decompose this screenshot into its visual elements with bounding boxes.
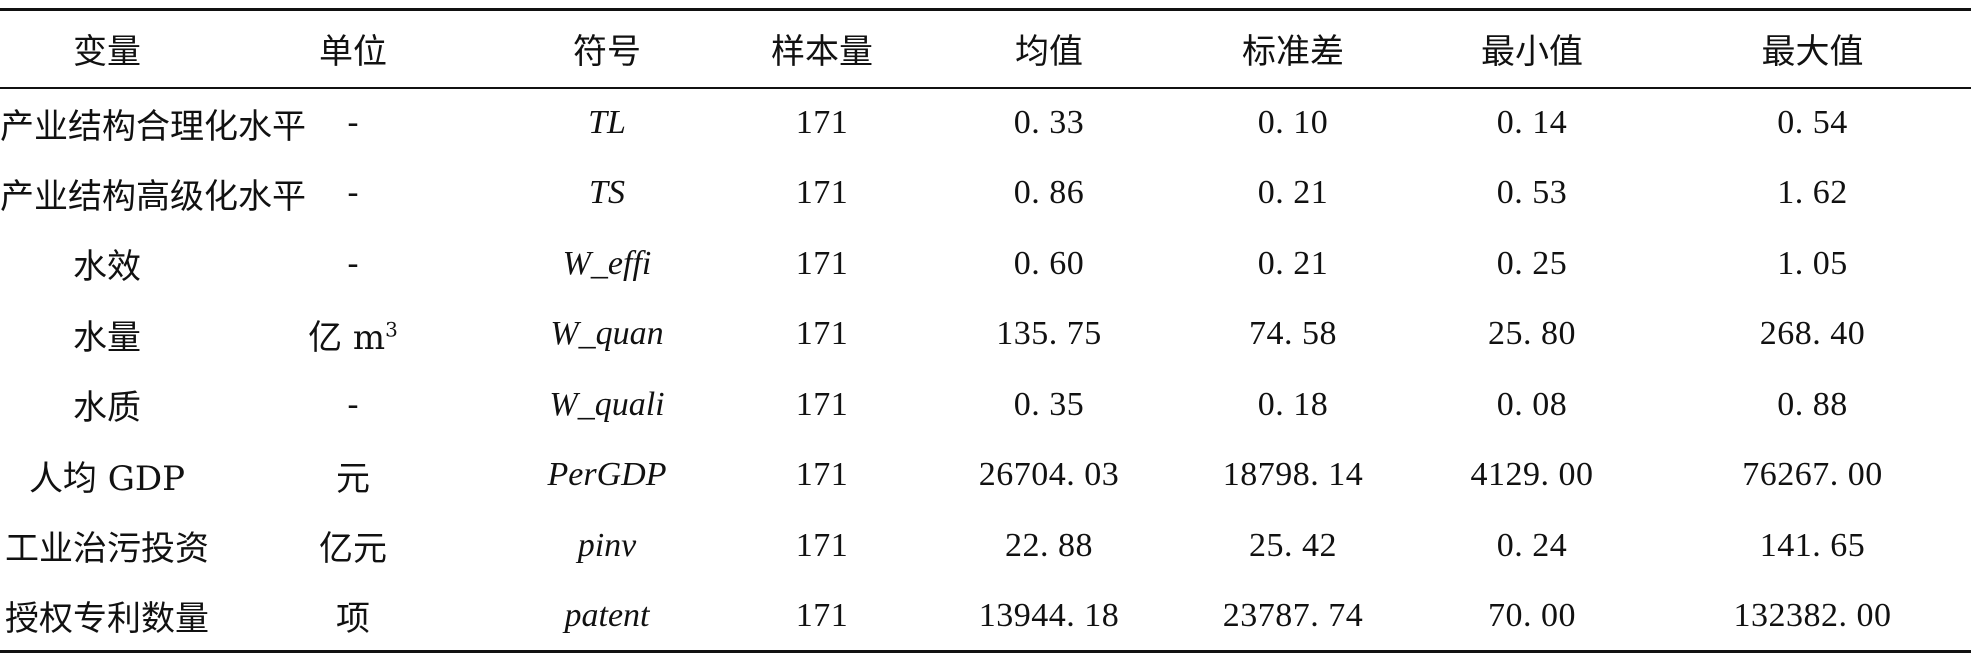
cell-std-dev: 0. 21: [1257, 174, 1329, 212]
unit-text: -: [347, 173, 359, 214]
table-row: 人均 GDP 元 PerGDP 171 26704. 03 18798. 14 …: [0, 440, 1971, 511]
cell-mean: 26704. 03: [978, 456, 1120, 494]
cell-min: 0. 24: [1496, 526, 1568, 564]
cell-mean: 13944. 18: [978, 596, 1120, 634]
cell-variable: 水量: [73, 317, 141, 358]
table-row: 产业结构高级化水平 - TS 171 0. 86 0. 21 0. 53 1. …: [0, 158, 1971, 229]
cell-max: 141. 65: [1759, 526, 1866, 564]
unit-text: 亿元: [319, 529, 387, 570]
cell-sample-size: 171: [795, 596, 849, 634]
cell-unit: 亿元: [214, 511, 492, 582]
statistics-table-container: 变量 单位 符号 样本量 均值 标准差 最小值 最大值 产业结构合理化水平 - …: [0, 8, 1971, 653]
cell-mean: 0. 33: [1013, 104, 1085, 142]
cell-max: 0. 88: [1777, 385, 1848, 423]
table-row: 产业结构合理化水平 - TL 171 0. 33 0. 10 0. 14 0. …: [0, 88, 1971, 159]
cell-min: 0. 25: [1496, 244, 1568, 282]
table-row: 工业治污投资 亿元 pinv 171 22. 88 25. 42 0. 24 1…: [0, 511, 1971, 582]
cell-unit: 亿 m3: [214, 299, 492, 370]
cell-max: 268. 40: [1759, 315, 1866, 353]
header-unit: 单位: [319, 32, 387, 73]
cell-max: 76267. 00: [1742, 456, 1883, 494]
table-row: 水量 亿 m3 W_quan 171 135. 75 74. 58 25. 80…: [0, 299, 1971, 370]
unit-text: 亿 m: [308, 317, 386, 358]
cell-max: 132382. 00: [1733, 596, 1892, 634]
table-header: 变量 单位 符号 样本量 均值 标准差 最小值 最大值: [0, 9, 1971, 88]
cell-std-dev: 74. 58: [1249, 315, 1337, 353]
unit-text: 项: [336, 599, 370, 639]
unit-text: -: [347, 243, 359, 284]
cell-min: 4129. 00: [1470, 456, 1594, 494]
cell-max: 1. 05: [1777, 244, 1848, 282]
cell-sample-size: 171: [795, 244, 849, 282]
cell-min: 0. 14: [1496, 104, 1568, 142]
cell-unit: 项: [214, 581, 492, 652]
header-std-dev: 标准差: [1242, 32, 1344, 73]
cell-sample-size: 171: [795, 456, 849, 494]
cell-symbol: W_quan: [550, 315, 664, 353]
table-row: 授权专利数量 项 patent 171 13944. 18 23787. 74 …: [0, 581, 1971, 652]
cell-min: 0. 53: [1496, 174, 1568, 212]
cell-unit: -: [214, 229, 492, 300]
cell-unit: -: [214, 88, 492, 159]
header-variable: 变量: [73, 32, 141, 73]
unit-text: -: [347, 103, 359, 144]
cell-variable: 工业治污投资: [5, 529, 209, 570]
cell-mean: 0. 60: [1013, 244, 1085, 282]
header-max: 最大值: [1761, 32, 1864, 73]
header-sample-size: 样本量: [771, 32, 873, 73]
cell-mean: 135. 75: [996, 315, 1102, 353]
cell-std-dev: 0. 18: [1257, 385, 1329, 423]
cell-sample-size: 171: [795, 174, 849, 212]
cell-min: 0. 08: [1496, 385, 1568, 423]
cell-unit: -: [214, 158, 492, 229]
cell-min: 25. 80: [1488, 315, 1576, 353]
cell-std-dev: 0. 10: [1257, 104, 1329, 142]
cell-variable: 人均 GDP: [28, 458, 186, 499]
header-symbol: 符号: [573, 32, 641, 73]
cell-std-dev: 18798. 14: [1222, 456, 1364, 494]
cell-mean: 0. 86: [1013, 174, 1085, 212]
cell-std-dev: 23787. 74: [1222, 596, 1364, 634]
cell-std-dev: 0. 21: [1257, 244, 1329, 282]
cell-std-dev: 25. 42: [1249, 526, 1337, 564]
cell-sample-size: 171: [795, 104, 849, 142]
header-row: 变量 单位 符号 样本量 均值 标准差 最小值 最大值: [0, 9, 1971, 88]
cell-max: 1. 62: [1777, 174, 1848, 212]
cell-mean: 22. 88: [1005, 526, 1093, 564]
table-row: 水效 - W_effi 171 0. 60 0. 21 0. 25 1. 05: [0, 229, 1971, 300]
header-mean: 均值: [1015, 32, 1083, 73]
cell-mean: 0. 35: [1013, 385, 1085, 423]
cell-symbol: TL: [588, 104, 626, 142]
cell-variable: 产业结构高级化水平: [0, 176, 306, 217]
unit-text: -: [347, 384, 359, 425]
unit-superscript: 3: [385, 317, 398, 342]
cell-max: 0. 54: [1777, 104, 1848, 142]
cell-symbol: W_effi: [562, 244, 652, 282]
header-min: 最小值: [1481, 32, 1583, 73]
cell-symbol: TS: [589, 174, 625, 212]
cell-min: 70. 00: [1488, 596, 1576, 634]
table-row: 水质 - W_quali 171 0. 35 0. 18 0. 08 0. 88: [0, 370, 1971, 441]
cell-symbol: PerGDP: [547, 456, 667, 494]
cell-variable: 水效: [73, 247, 141, 288]
unit-text: 元: [336, 458, 370, 499]
table-body: 产业结构合理化水平 - TL 171 0. 33 0. 10 0. 14 0. …: [0, 88, 1971, 652]
cell-sample-size: 171: [795, 526, 849, 564]
cell-variable: 产业结构合理化水平: [0, 106, 306, 147]
descriptive-statistics-table: 变量 单位 符号 样本量 均值 标准差 最小值 最大值 产业结构合理化水平 - …: [0, 8, 1971, 653]
cell-variable: 授权专利数量: [5, 599, 209, 639]
cell-sample-size: 171: [795, 315, 849, 353]
cell-unit: 元: [214, 440, 492, 511]
cell-unit: -: [214, 370, 492, 441]
cell-symbol: W_quali: [549, 385, 665, 423]
cell-sample-size: 171: [795, 385, 849, 423]
cell-variable: 水质: [73, 388, 141, 429]
cell-symbol: patent: [564, 596, 650, 634]
cell-symbol: pinv: [577, 526, 637, 564]
